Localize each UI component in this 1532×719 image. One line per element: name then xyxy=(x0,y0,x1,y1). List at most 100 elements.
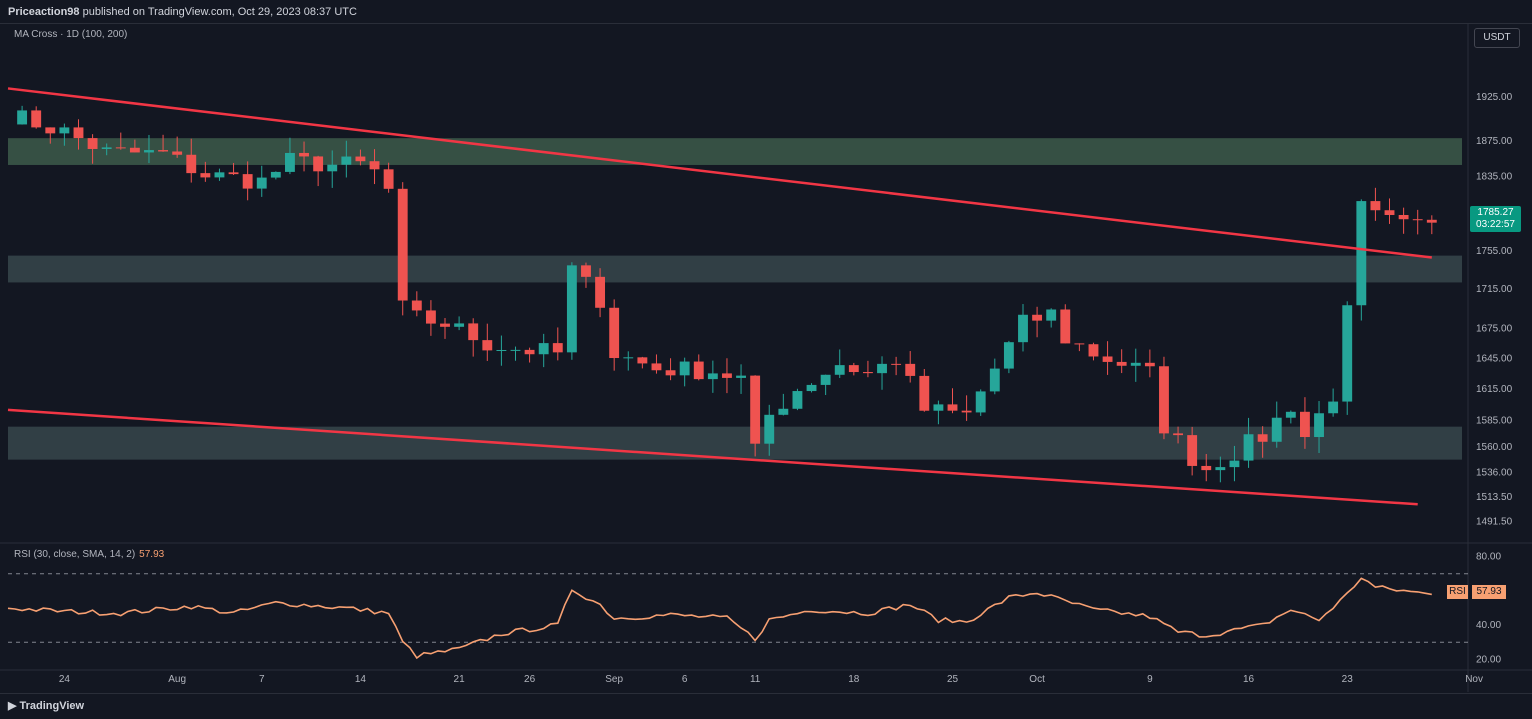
candle-body xyxy=(806,384,817,392)
zone-support xyxy=(8,426,1462,460)
rsi-legend-value: 57.93 xyxy=(139,549,165,560)
rsi-tick-label: 20.00 xyxy=(1476,654,1501,665)
candle-body xyxy=(355,156,366,162)
time-tick-label: Sep xyxy=(605,674,623,685)
candle-body xyxy=(538,343,549,355)
tradingview-logo-text: TradingView xyxy=(19,700,85,712)
time-tick-label: Nov xyxy=(1465,674,1483,685)
trendline-upper xyxy=(7,87,1432,259)
candle-body xyxy=(1356,201,1367,306)
candle-body xyxy=(1342,305,1353,402)
last-price-badge: 1785.27 03:22:57 xyxy=(1470,206,1521,232)
price-tick-label: 1645.00 xyxy=(1476,354,1513,365)
candle-body xyxy=(482,340,493,351)
rsi-legend[interactable]: RSI (30, close, SMA, 14, 2) 57.93 xyxy=(14,549,164,560)
candle-body xyxy=(891,363,902,365)
candle-body xyxy=(1215,467,1226,471)
candle-body xyxy=(1173,433,1183,436)
candle-body xyxy=(623,357,634,359)
time-tick-label: 16 xyxy=(1243,674,1255,685)
candle-body xyxy=(1398,214,1409,220)
candle-body xyxy=(1370,201,1381,211)
price-tick-label: 1585.00 xyxy=(1476,415,1513,426)
candle-body xyxy=(820,374,831,385)
candle-body xyxy=(736,375,746,378)
candle-body xyxy=(1328,401,1339,414)
time-tick-label: 24 xyxy=(59,674,71,685)
price-tick-label: 1536.00 xyxy=(1476,468,1513,479)
time-tick-label: 25 xyxy=(947,674,959,685)
candle-body xyxy=(722,373,732,378)
author-name[interactable]: Priceaction98 xyxy=(8,6,80,18)
candle-body xyxy=(59,127,70,134)
candle-body xyxy=(87,138,98,149)
candle-body xyxy=(496,349,507,351)
candle-body xyxy=(1314,413,1324,438)
candle-body xyxy=(228,172,239,175)
candle-body xyxy=(947,404,958,411)
main-legend[interactable]: MA Cross · 1D (100, 200) xyxy=(14,29,127,40)
candle-body xyxy=(129,147,140,153)
candle-body xyxy=(665,370,676,376)
candle-body xyxy=(595,276,606,308)
price-axis: 1925.001875.001835.001795.001755.001715.… xyxy=(1476,92,1513,527)
candle-body xyxy=(834,365,845,375)
main-legend-label: MA Cross · 1D (100, 200) xyxy=(14,29,128,40)
candle-body xyxy=(73,127,84,139)
candles xyxy=(17,105,1437,483)
footer: ▶ TradingView xyxy=(0,693,1532,719)
tradingview-logo[interactable]: ▶ TradingView xyxy=(8,694,84,719)
candle-body xyxy=(707,373,718,380)
candle-body xyxy=(1299,411,1310,438)
candle-body xyxy=(1271,417,1282,442)
candle-body xyxy=(440,323,450,327)
candle-body xyxy=(1243,434,1254,461)
candle-body xyxy=(566,265,577,353)
trendlines xyxy=(7,87,1432,506)
price-tick-label: 1835.00 xyxy=(1476,172,1513,183)
candle-body xyxy=(242,174,253,189)
candle-body xyxy=(31,110,42,128)
candle-body xyxy=(115,147,126,149)
rsi-badge-label: RSI xyxy=(1447,585,1468,599)
candle-body xyxy=(1257,434,1268,442)
candle-body xyxy=(411,300,422,311)
time-tick-label: 26 xyxy=(524,674,536,685)
price-tick-label: 1615.00 xyxy=(1476,384,1513,395)
price-tick-label: 1560.00 xyxy=(1476,442,1513,453)
candle-body xyxy=(1285,411,1296,418)
zone-mid xyxy=(8,255,1462,283)
candle-body xyxy=(1130,362,1141,366)
candle-body xyxy=(1426,219,1437,223)
rsi-badge-value: 57.93 xyxy=(1472,585,1506,599)
currency-button[interactable]: USDT xyxy=(1474,28,1520,48)
price-tick-label: 1715.00 xyxy=(1476,284,1513,295)
candle-body xyxy=(17,110,28,125)
candle-body xyxy=(270,171,281,178)
candle-body xyxy=(679,361,690,376)
candle-body xyxy=(327,164,338,172)
rsi-tick-label: 40.00 xyxy=(1476,620,1501,631)
candle-body xyxy=(1102,356,1113,362)
candle-body xyxy=(172,151,183,155)
candle-body xyxy=(609,307,620,359)
publish-info: published on TradingView.com, Oct 29, 20… xyxy=(82,6,357,18)
candle-body xyxy=(919,375,930,411)
time-tick-label: 14 xyxy=(355,674,367,685)
candle-body xyxy=(792,391,803,409)
candle-body xyxy=(186,154,197,174)
candle-body xyxy=(510,349,521,351)
candle-body xyxy=(693,361,704,380)
candle-body xyxy=(651,363,662,371)
candle-body xyxy=(750,375,761,444)
candle-body xyxy=(975,391,986,413)
candle-body xyxy=(524,349,535,355)
time-tick-label: 21 xyxy=(454,674,466,685)
candle-body xyxy=(877,363,887,374)
candle-body xyxy=(1201,465,1212,471)
candle-body xyxy=(1046,309,1057,321)
candle-body xyxy=(905,363,916,376)
price-tick-label: 1755.00 xyxy=(1476,246,1513,257)
price-tick-label: 1675.00 xyxy=(1476,323,1513,334)
